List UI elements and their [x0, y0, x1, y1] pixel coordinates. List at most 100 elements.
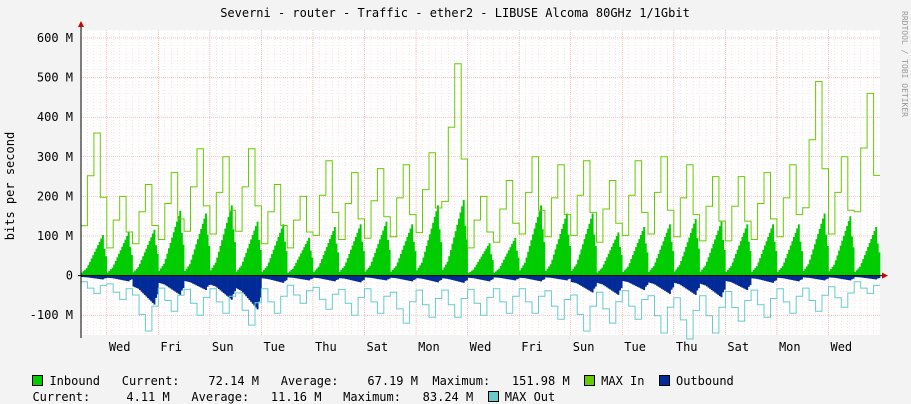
outbound-bar: [530, 275, 533, 280]
inbound-bar: [685, 246, 687, 276]
y-tick-label: 0: [66, 269, 73, 283]
inbound-bar: [867, 247, 870, 276]
inbound-bar: [90, 258, 93, 276]
outbound-bar: [535, 275, 538, 281]
y-tick-label: -100 M: [30, 308, 73, 322]
inbound-bar: [472, 269, 475, 276]
inbound-bar: [449, 249, 452, 276]
x-axis-arrow: [882, 272, 888, 279]
outbound-bar: [749, 275, 752, 285]
outbound-bar: [664, 275, 667, 291]
inbound-bar: [467, 273, 470, 276]
inbound-bar: [419, 265, 422, 276]
inbound-bar: [878, 252, 881, 276]
inbound-bar: [416, 270, 418, 276]
outbound-bar: [106, 275, 109, 278]
inbound-bar: [474, 267, 476, 276]
inbound-bar: [100, 238, 103, 276]
inbound-swatch: [32, 375, 44, 386]
inbound-bar: [438, 229, 441, 276]
max-out-swatch: [487, 391, 499, 402]
inbound-bar: [254, 226, 257, 276]
inbound-bar: [755, 266, 758, 276]
outbound-bar: [482, 275, 485, 281]
inbound-bar: [201, 223, 204, 276]
inbound-bar: [520, 267, 523, 276]
inbound-bar: [668, 224, 671, 276]
inbound-bar: [646, 252, 649, 276]
outbound-bar: [483, 275, 486, 281]
outbound-bar: [370, 275, 373, 279]
outbound-bar: [174, 275, 177, 292]
outbound-bar: [606, 275, 609, 288]
outbound-bar: [670, 275, 673, 290]
inbound-bar: [746, 224, 749, 276]
inbound-bar: [514, 237, 517, 276]
x-tick-label: Wed: [109, 340, 131, 354]
chart-title: Severni - router - Traffic - ether2 - LI…: [220, 6, 690, 20]
inbound-bar: [303, 247, 306, 276]
outbound-bar: [573, 275, 576, 283]
inbound-bar: [296, 259, 299, 276]
outbound-bar: [503, 275, 505, 279]
inbound-bar: [784, 258, 787, 276]
legend-max-in-label: MAX In: [601, 374, 645, 388]
outbound-bar: [867, 275, 870, 279]
inbound-bar: [443, 267, 446, 276]
outbound-bar: [870, 275, 873, 279]
inbound-bar: [138, 263, 141, 276]
outbound-bar: [836, 275, 839, 279]
outbound-bar: [855, 275, 858, 278]
outbound-bar: [717, 275, 720, 295]
inbound-bar: [709, 252, 712, 276]
outbound-bar: [446, 275, 449, 279]
inbound-bar: [764, 245, 766, 276]
inbound-bar: [830, 269, 832, 276]
outbound-bar: [200, 275, 203, 288]
outbound-bar: [536, 275, 539, 281]
inbound-bar: [625, 268, 628, 276]
outbound-bar: [359, 275, 362, 283]
outbound-bar: [517, 275, 520, 279]
inbound-bar: [664, 237, 667, 276]
outbound-bar: [254, 275, 257, 308]
inbound-bar: [752, 269, 755, 276]
outbound-bar: [428, 275, 431, 281]
inbound-bar: [610, 246, 613, 276]
outbound-bar: [583, 275, 586, 288]
outbound-bar: [84, 275, 87, 278]
outbound-bar: [221, 275, 224, 292]
outbound-bar: [105, 275, 108, 279]
inbound-bar: [744, 228, 747, 276]
inbound-bar: [377, 243, 380, 276]
inbound-bar: [768, 232, 771, 276]
inbound-bar: [530, 240, 533, 276]
outbound-bar: [878, 275, 881, 279]
outbound-bar: [842, 275, 845, 280]
outbound-bar: [283, 275, 286, 282]
inbound-bar: [248, 243, 251, 276]
y-tick-label: 300 M: [37, 150, 73, 164]
outbound-bar: [551, 275, 554, 279]
inbound-bar: [865, 251, 868, 276]
outbound-bar: [153, 275, 156, 305]
outbound-bar: [730, 275, 733, 283]
outbound-bar: [659, 275, 662, 288]
x-tick-labels: Wed Fri Sun Tue Thu Sat Mon Wed Fri Sun Tue Thu Sat M…: [109, 340, 852, 354]
inbound-bar: [135, 268, 138, 276]
outbound-bar: [224, 275, 227, 295]
inbound-bar: [85, 268, 88, 276]
outbound-bar: [277, 275, 280, 282]
outbound-bar: [81, 275, 83, 278]
outbound-bar: [847, 275, 850, 281]
inbound-bar: [496, 270, 499, 276]
inbound-bar: [754, 268, 757, 276]
outbound-bar: [435, 275, 438, 282]
outbound-bar: [617, 275, 620, 295]
outbound-bar: [362, 275, 365, 280]
outbound-bar: [454, 275, 457, 281]
inbound-bar: [507, 250, 510, 276]
inbound-bar: [348, 253, 351, 276]
outbound-bar: [225, 275, 228, 296]
inbound-bar: [261, 271, 264, 276]
